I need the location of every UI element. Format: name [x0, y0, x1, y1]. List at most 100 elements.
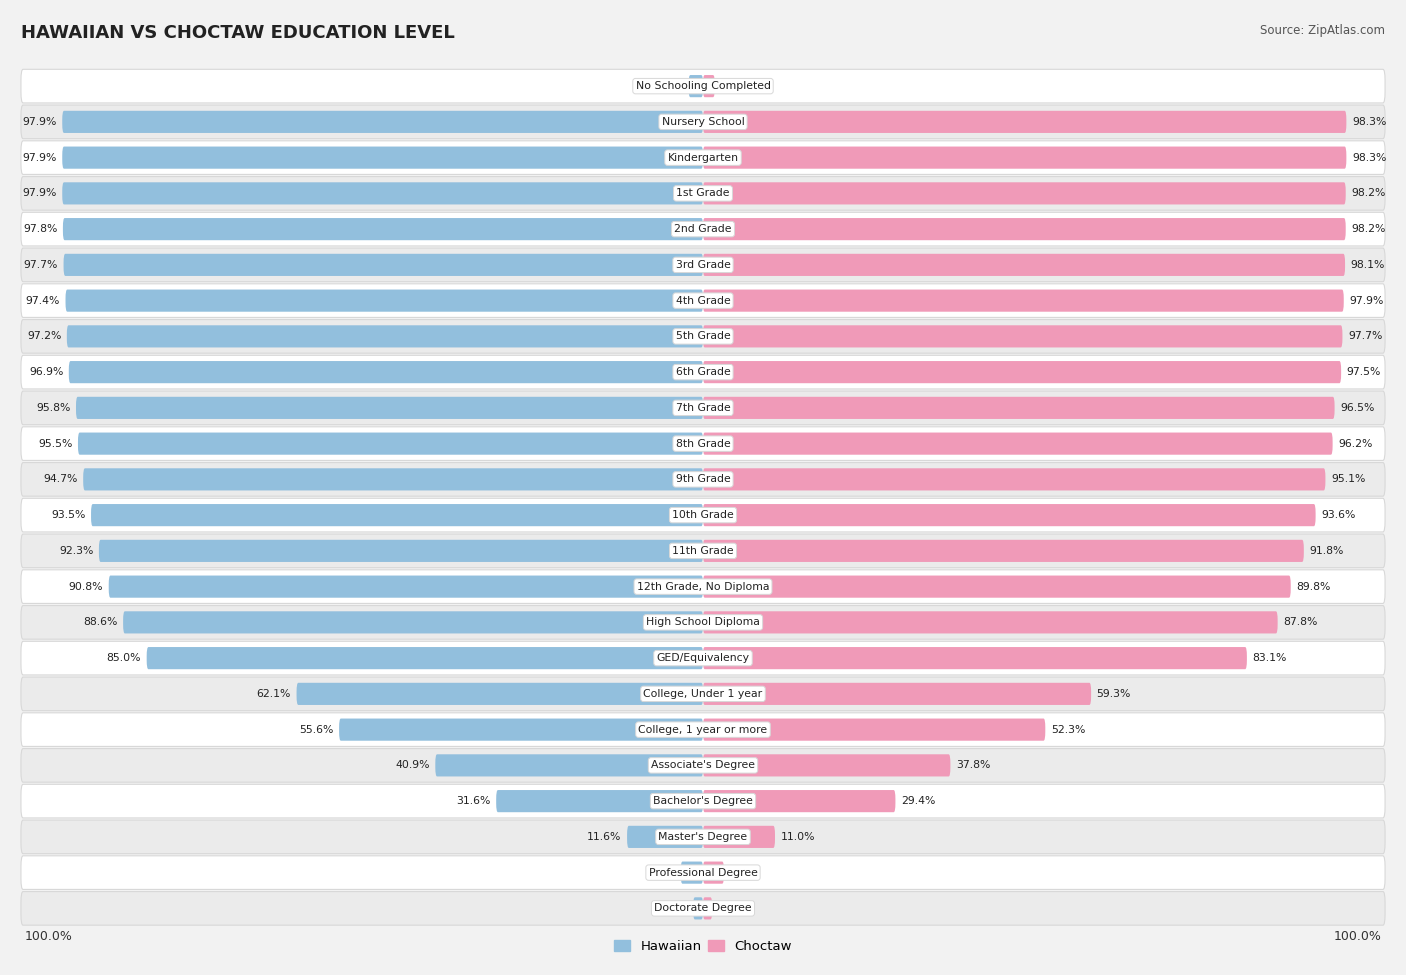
Legend: Hawaiian, Choctaw: Hawaiian, Choctaw	[609, 935, 797, 958]
Text: 9th Grade: 9th Grade	[676, 475, 730, 485]
Text: 1.5%: 1.5%	[661, 904, 688, 914]
Text: College, 1 year or more: College, 1 year or more	[638, 724, 768, 734]
FancyBboxPatch shape	[21, 462, 1385, 496]
FancyBboxPatch shape	[62, 111, 703, 133]
Text: 3.4%: 3.4%	[648, 868, 675, 878]
FancyBboxPatch shape	[703, 254, 1346, 276]
FancyBboxPatch shape	[21, 427, 1385, 460]
Text: High School Diploma: High School Diploma	[647, 617, 759, 627]
Text: 1.4%: 1.4%	[717, 904, 745, 914]
Text: 31.6%: 31.6%	[457, 797, 491, 806]
Text: Professional Degree: Professional Degree	[648, 868, 758, 878]
FancyBboxPatch shape	[83, 468, 703, 490]
FancyBboxPatch shape	[21, 569, 1385, 604]
Text: 8th Grade: 8th Grade	[676, 439, 730, 448]
FancyBboxPatch shape	[21, 534, 1385, 567]
Text: 95.1%: 95.1%	[1331, 475, 1365, 485]
FancyBboxPatch shape	[21, 642, 1385, 675]
FancyBboxPatch shape	[703, 790, 896, 812]
Text: 97.2%: 97.2%	[27, 332, 62, 341]
Text: College, Under 1 year: College, Under 1 year	[644, 689, 762, 699]
Text: 97.8%: 97.8%	[22, 224, 58, 234]
FancyBboxPatch shape	[21, 69, 1385, 103]
FancyBboxPatch shape	[703, 647, 1247, 669]
Text: HAWAIIAN VS CHOCTAW EDUCATION LEVEL: HAWAIIAN VS CHOCTAW EDUCATION LEVEL	[21, 24, 454, 42]
Text: 98.2%: 98.2%	[1351, 188, 1385, 198]
Text: Associate's Degree: Associate's Degree	[651, 760, 755, 770]
Text: 29.4%: 29.4%	[901, 797, 935, 806]
Text: 91.8%: 91.8%	[1309, 546, 1344, 556]
Text: 97.9%: 97.9%	[22, 153, 56, 163]
FancyBboxPatch shape	[146, 647, 703, 669]
Text: 7th Grade: 7th Grade	[676, 403, 730, 412]
FancyBboxPatch shape	[627, 826, 703, 848]
Text: Bachelor's Degree: Bachelor's Degree	[652, 797, 754, 806]
FancyBboxPatch shape	[703, 290, 1344, 312]
Text: 3rd Grade: 3rd Grade	[675, 260, 731, 270]
FancyBboxPatch shape	[681, 862, 703, 883]
FancyBboxPatch shape	[62, 146, 703, 169]
Text: GED/Equivalency: GED/Equivalency	[657, 653, 749, 663]
Text: Nursery School: Nursery School	[662, 117, 744, 127]
Text: 5th Grade: 5th Grade	[676, 332, 730, 341]
Text: 97.7%: 97.7%	[24, 260, 58, 270]
Text: 94.7%: 94.7%	[44, 475, 77, 485]
Text: 95.8%: 95.8%	[37, 403, 70, 412]
FancyBboxPatch shape	[703, 361, 1341, 383]
Text: 96.9%: 96.9%	[30, 368, 63, 377]
Text: 40.9%: 40.9%	[395, 760, 430, 770]
Text: Master's Degree: Master's Degree	[658, 832, 748, 841]
FancyBboxPatch shape	[703, 75, 714, 98]
FancyBboxPatch shape	[76, 397, 703, 419]
Text: Kindergarten: Kindergarten	[668, 153, 738, 163]
FancyBboxPatch shape	[21, 498, 1385, 532]
FancyBboxPatch shape	[703, 433, 1333, 454]
FancyBboxPatch shape	[703, 540, 1303, 562]
FancyBboxPatch shape	[436, 755, 703, 776]
FancyBboxPatch shape	[67, 326, 703, 347]
FancyBboxPatch shape	[703, 575, 1291, 598]
FancyBboxPatch shape	[703, 755, 950, 776]
Text: 98.3%: 98.3%	[1353, 153, 1386, 163]
FancyBboxPatch shape	[21, 140, 1385, 175]
FancyBboxPatch shape	[703, 826, 775, 848]
FancyBboxPatch shape	[108, 575, 703, 598]
Text: 96.5%: 96.5%	[1340, 403, 1375, 412]
FancyBboxPatch shape	[21, 213, 1385, 246]
FancyBboxPatch shape	[703, 146, 1347, 169]
FancyBboxPatch shape	[703, 468, 1326, 490]
FancyBboxPatch shape	[21, 677, 1385, 711]
Text: 59.3%: 59.3%	[1097, 689, 1130, 699]
Text: No Schooling Completed: No Schooling Completed	[636, 81, 770, 91]
Text: 97.5%: 97.5%	[1347, 368, 1381, 377]
Text: 97.9%: 97.9%	[22, 117, 56, 127]
FancyBboxPatch shape	[63, 254, 703, 276]
Text: 83.1%: 83.1%	[1253, 653, 1286, 663]
Text: 11.0%: 11.0%	[780, 832, 815, 841]
FancyBboxPatch shape	[339, 719, 703, 741]
Text: 89.8%: 89.8%	[1296, 582, 1330, 592]
Text: Doctorate Degree: Doctorate Degree	[654, 904, 752, 914]
Text: 87.8%: 87.8%	[1284, 617, 1317, 627]
FancyBboxPatch shape	[703, 682, 1091, 705]
Text: 93.5%: 93.5%	[51, 510, 86, 520]
Text: 90.8%: 90.8%	[69, 582, 103, 592]
Text: 88.6%: 88.6%	[83, 617, 118, 627]
FancyBboxPatch shape	[703, 504, 1316, 526]
FancyBboxPatch shape	[703, 218, 1346, 240]
Text: 10th Grade: 10th Grade	[672, 510, 734, 520]
FancyBboxPatch shape	[496, 790, 703, 812]
FancyBboxPatch shape	[703, 397, 1334, 419]
Text: 55.6%: 55.6%	[299, 724, 333, 734]
FancyBboxPatch shape	[693, 897, 703, 919]
Text: 97.9%: 97.9%	[22, 188, 56, 198]
Text: Source: ZipAtlas.com: Source: ZipAtlas.com	[1260, 24, 1385, 37]
Text: 97.7%: 97.7%	[1348, 332, 1382, 341]
FancyBboxPatch shape	[21, 820, 1385, 854]
Text: 11th Grade: 11th Grade	[672, 546, 734, 556]
FancyBboxPatch shape	[703, 897, 713, 919]
FancyBboxPatch shape	[297, 682, 703, 705]
Text: 96.2%: 96.2%	[1339, 439, 1372, 448]
FancyBboxPatch shape	[77, 433, 703, 454]
Text: 4th Grade: 4th Grade	[676, 295, 730, 305]
